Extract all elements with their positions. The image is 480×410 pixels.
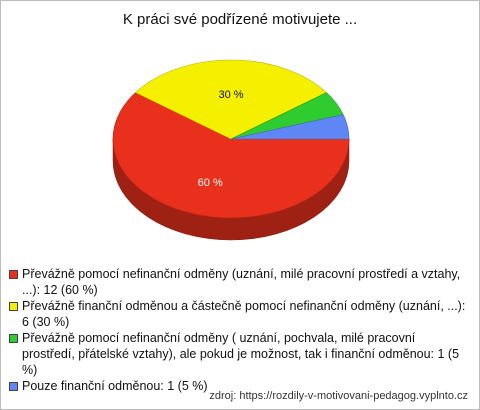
pie-data-label: 60 % <box>198 177 223 189</box>
chart-title: K práci své podřízené motivujete ... <box>122 11 358 28</box>
pie-slice <box>230 114 350 140</box>
legend-swatch-green <box>9 334 18 343</box>
pie-slice <box>135 59 327 140</box>
legend-label: Převážně pomocí nefinanční odměny (uznán… <box>22 267 461 297</box>
legend: Převážně pomocí nefinanční odměny (uznán… <box>9 266 471 394</box>
pie-slice <box>112 92 350 219</box>
legend-item: Převážně pomocí nefinanční odměny (uznán… <box>9 266 471 298</box>
legend-label: Pouze finanční odměnou: 1 (5 %) <box>22 379 208 393</box>
legend-label: Převážně pomocí nefinanční odměny ( uzná… <box>22 331 460 377</box>
legend-swatch-red <box>9 270 18 279</box>
legend-swatch-blue <box>9 382 18 391</box>
legend-label: Převážně finanční odměnou a částečně pom… <box>22 299 466 329</box>
pie-chart: 60 % 30 % <box>112 59 350 241</box>
source-caption: zdroj: https://rozdily-v-motivovani-peda… <box>209 390 468 402</box>
legend-item: Pouze finanční odměnou: 1 (5 %) <box>9 378 471 394</box>
legend-item: Převážně finanční odměnou a částečně pom… <box>9 298 471 330</box>
legend-swatch-yellow <box>9 302 18 311</box>
pie-data-label: 30 % <box>218 89 243 101</box>
legend-item: Převážně pomocí nefinanční odměny ( uzná… <box>9 330 471 378</box>
